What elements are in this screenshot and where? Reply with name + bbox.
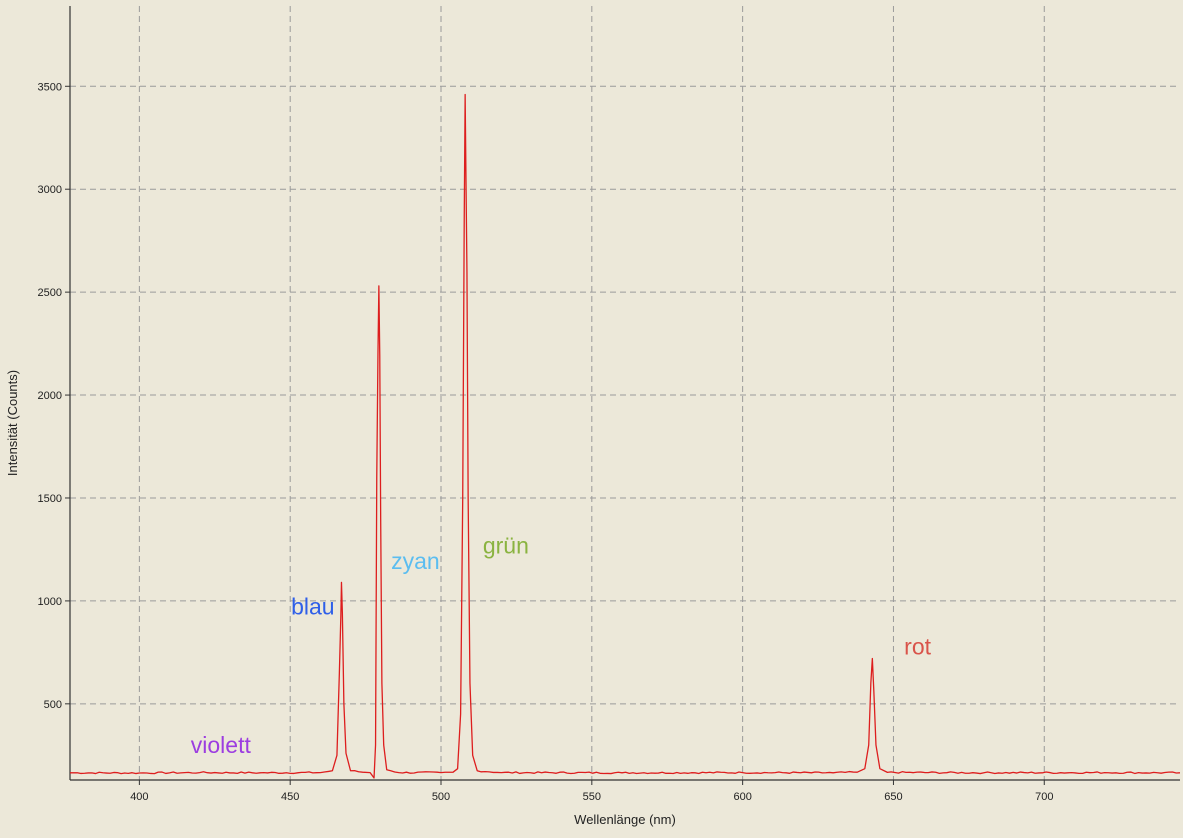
y-ticks: 500 1000 1500 2000 2500 3000 3500 xyxy=(38,81,70,711)
y-tick-label-2000: 2000 xyxy=(38,390,62,402)
annotation-grün: grün xyxy=(483,533,529,559)
annotation-zyan: zyan xyxy=(391,548,440,574)
annotation-blau: blau xyxy=(291,593,334,619)
y-tick-label-1000: 1000 xyxy=(38,596,62,608)
y-tick-label-500: 500 xyxy=(44,699,62,711)
annotation-rot: rot xyxy=(904,633,931,659)
x-tick-label-400: 400 xyxy=(130,791,148,803)
spectrum-line xyxy=(69,93,1181,779)
peak-annotations: violett blau zyan grün rot xyxy=(191,533,932,758)
y-tick-label-3000: 3000 xyxy=(38,184,62,196)
x-tick-label-700: 700 xyxy=(1035,791,1053,803)
y-tick-label-3500: 3500 xyxy=(38,81,62,93)
x-tick-label-500: 500 xyxy=(432,791,450,803)
annotation-violett: violett xyxy=(191,732,252,758)
y-tick-label-1500: 1500 xyxy=(38,493,62,505)
y-tick-label-2500: 2500 xyxy=(38,287,62,299)
y-axis-label: Intensität (Counts) xyxy=(5,370,20,476)
grid-lines xyxy=(70,6,1180,780)
x-tick-label-550: 550 xyxy=(583,791,601,803)
x-axis-label: Wellenlänge (nm) xyxy=(574,812,676,827)
axes xyxy=(69,6,1180,781)
x-tick-label-450: 450 xyxy=(281,791,299,803)
x-tick-label-650: 650 xyxy=(884,791,902,803)
x-ticks: 400 450 500 550 600 650 700 xyxy=(130,780,1053,803)
x-tick-label-600: 600 xyxy=(733,791,751,803)
